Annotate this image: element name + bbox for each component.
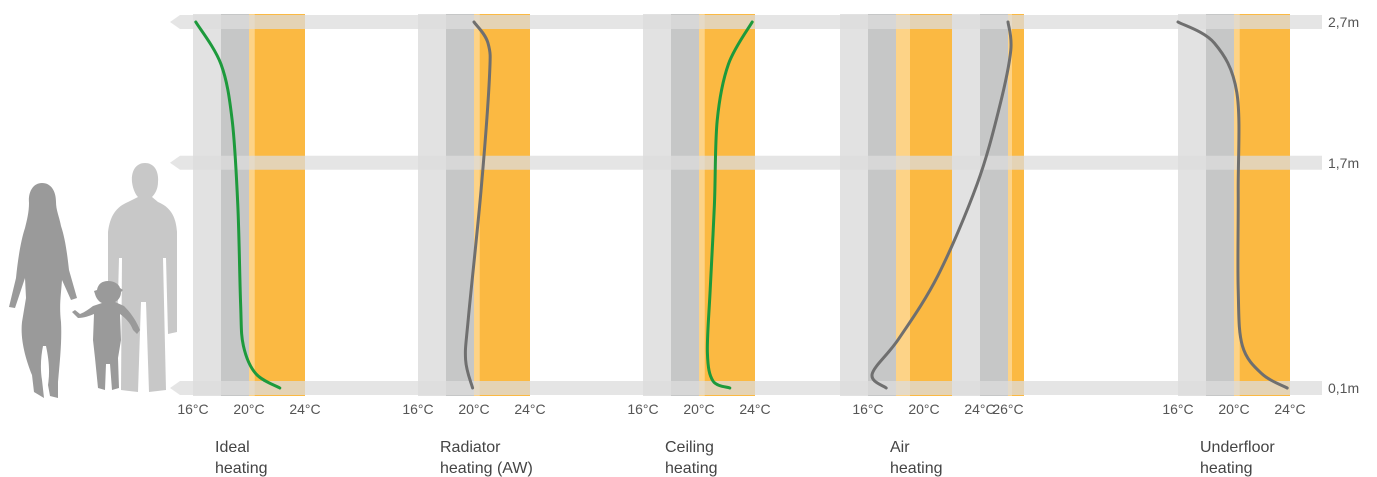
panel-titles: Ideal heating Radiator heating (AW) Ceiling h… [215,439,1275,477]
panel-title: Underfloor [1200,439,1275,456]
temperature-curve [194,20,282,390]
woman-silhouette-icon [9,183,77,398]
band-segment [671,14,699,396]
tick-label: 16°C [852,401,883,417]
panel-title: Air [890,439,910,456]
band-segment [704,14,755,396]
height-labels: 0,1m 1,7m 2,7m [1328,14,1359,396]
band-segment [249,14,255,396]
tick-label: 20°C [458,401,489,417]
height-bar [170,155,1322,170]
temperature-curve [870,20,1013,390]
panel-title: Radiator [440,439,501,456]
band-segment [1239,14,1290,396]
tick-label: 24°C [964,401,995,417]
temperature-curves [194,20,1289,390]
tick-label: 16°C [402,401,433,417]
tick-label: 20°C [908,401,939,417]
child-silhouette-icon [72,281,140,390]
tick-label: 16°C [627,401,658,417]
temperature-curve [1176,20,1289,390]
band-segment [479,14,530,396]
tick-label: 20°C [233,401,264,417]
band-segment [699,14,705,396]
height-label: 1,7m [1328,155,1359,171]
band-segment [952,14,980,396]
band-segment [446,14,474,396]
tick-label: 16°C [1162,401,1193,417]
band-segment [418,14,446,396]
band-segment [868,14,896,396]
panel-title: Ceiling [665,439,714,456]
height-bar [170,15,1322,29]
tick-label: 16°C [177,401,208,417]
band-segment [221,14,249,396]
band-segment [1008,14,1012,396]
band-segment [896,14,910,396]
panel-title: heating [1200,460,1253,477]
tick-label: 24°C [739,401,770,417]
temperature-curve [463,20,492,390]
tick-label: 24°C [514,401,545,417]
tick-label: 20°C [683,401,714,417]
band-segment [840,14,868,396]
band-segment [193,14,221,396]
panel-title: heating [215,460,268,477]
panel-title: heating (AW) [440,460,533,477]
band-segment [643,14,671,396]
tick-label: 24°C [289,401,320,417]
panel-title: heating [665,460,718,477]
people-silhouettes [9,163,177,398]
height-bar [170,381,1322,395]
temperature-curve [705,20,754,390]
height-label: 2,7m [1328,14,1359,30]
tick-label: 20°C [1218,401,1249,417]
man-silhouette-icon [108,163,177,392]
comfort-bands [193,14,1290,396]
tick-label: 24°C [1274,401,1305,417]
panel-title: heating [890,460,943,477]
band-segment [910,14,952,396]
band-segment [1206,14,1234,396]
band-segment [1012,14,1024,396]
temperature-ticks: 16°C 20°C 24°C 16°C 20°C 24°C 16°C 20°C 24°C 16°C… [177,401,1305,417]
height-label: 0,1m [1328,380,1359,396]
band-segment [980,14,1008,396]
height-reference-bars [170,15,1322,395]
band-segment [474,14,480,396]
band-segment [1178,14,1206,396]
panel-title: Ideal [215,439,250,456]
tick-label: 26°C [992,401,1023,417]
band-segment [254,14,305,396]
